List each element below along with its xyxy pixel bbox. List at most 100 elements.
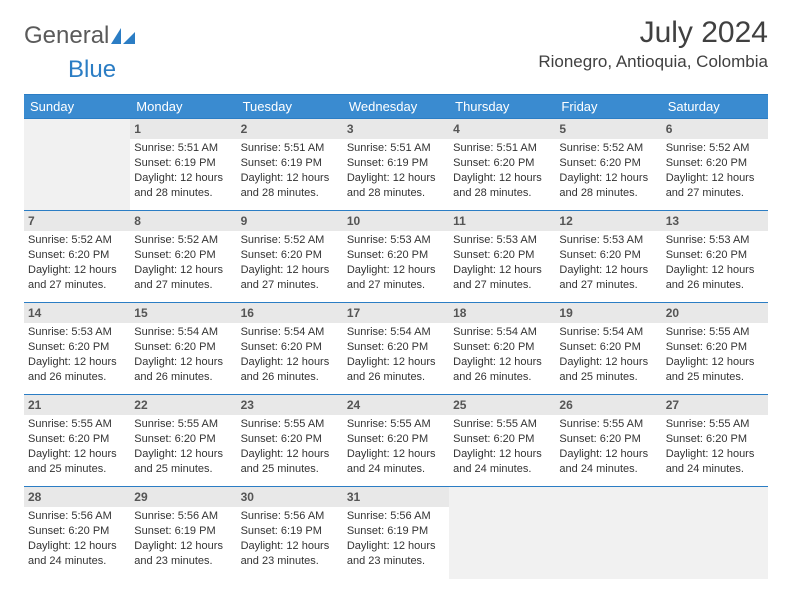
day-info-line: and 23 minutes. [241, 554, 339, 569]
day-number: 23 [237, 395, 343, 415]
day-info-line: Sunset: 6:19 PM [347, 524, 445, 539]
day-info-line: Daylight: 12 hours [453, 447, 551, 462]
day-info-line: Sunset: 6:20 PM [28, 432, 126, 447]
logo-text-general: General [24, 22, 109, 50]
day-number: 27 [662, 395, 768, 415]
calendar-cell: 18Sunrise: 5:54 AMSunset: 6:20 PMDayligh… [449, 303, 555, 395]
day-info-line: and 23 minutes. [347, 554, 445, 569]
dayname-header: Wednesday [343, 95, 449, 119]
day-info: Sunrise: 5:52 AMSunset: 6:20 PMDaylight:… [130, 231, 236, 294]
calendar-cell [662, 487, 768, 579]
day-info-line: Sunset: 6:20 PM [347, 432, 445, 447]
day-info: Sunrise: 5:54 AMSunset: 6:20 PMDaylight:… [555, 323, 661, 386]
day-info-line: and 27 minutes. [134, 278, 232, 293]
day-info-line: and 27 minutes. [666, 186, 764, 201]
day-info-line: Sunset: 6:20 PM [559, 432, 657, 447]
day-info-line: Sunset: 6:20 PM [666, 248, 764, 263]
day-info-line: Daylight: 12 hours [134, 539, 232, 554]
day-number: 10 [343, 211, 449, 231]
calendar-week-row: 1Sunrise: 5:51 AMSunset: 6:19 PMDaylight… [24, 119, 768, 211]
day-info-line: Sunset: 6:20 PM [241, 340, 339, 355]
day-info-line: and 24 minutes. [666, 462, 764, 477]
day-info-line: Sunrise: 5:56 AM [241, 509, 339, 524]
day-info: Sunrise: 5:53 AMSunset: 6:20 PMDaylight:… [662, 231, 768, 294]
day-number: 9 [237, 211, 343, 231]
day-info: Sunrise: 5:53 AMSunset: 6:20 PMDaylight:… [24, 323, 130, 386]
day-info-line: Sunrise: 5:55 AM [453, 417, 551, 432]
calendar-cell: 11Sunrise: 5:53 AMSunset: 6:20 PMDayligh… [449, 211, 555, 303]
calendar-cell: 13Sunrise: 5:53 AMSunset: 6:20 PMDayligh… [662, 211, 768, 303]
day-info-line: Sunrise: 5:54 AM [559, 325, 657, 340]
day-number: 22 [130, 395, 236, 415]
day-info-line: Daylight: 12 hours [241, 539, 339, 554]
day-info-line: and 28 minutes. [347, 186, 445, 201]
day-info-line: Sunrise: 5:52 AM [241, 233, 339, 248]
day-info: Sunrise: 5:53 AMSunset: 6:20 PMDaylight:… [555, 231, 661, 294]
day-info: Sunrise: 5:52 AMSunset: 6:20 PMDaylight:… [24, 231, 130, 294]
day-info-line: Sunset: 6:20 PM [28, 248, 126, 263]
day-number: 21 [24, 395, 130, 415]
calendar-cell: 6Sunrise: 5:52 AMSunset: 6:20 PMDaylight… [662, 119, 768, 211]
day-info: Sunrise: 5:51 AMSunset: 6:19 PMDaylight:… [130, 139, 236, 202]
day-info-line: Sunrise: 5:51 AM [241, 141, 339, 156]
day-info-line: Sunset: 6:20 PM [241, 432, 339, 447]
day-info-line: and 27 minutes. [559, 278, 657, 293]
day-info-line: Sunset: 6:20 PM [453, 432, 551, 447]
day-number: 24 [343, 395, 449, 415]
calendar-cell: 10Sunrise: 5:53 AMSunset: 6:20 PMDayligh… [343, 211, 449, 303]
month-title: July 2024 [538, 16, 768, 50]
day-info-line: Sunrise: 5:55 AM [347, 417, 445, 432]
day-info: Sunrise: 5:51 AMSunset: 6:20 PMDaylight:… [449, 139, 555, 202]
day-info-line: Daylight: 12 hours [28, 263, 126, 278]
calendar-cell: 15Sunrise: 5:54 AMSunset: 6:20 PMDayligh… [130, 303, 236, 395]
day-info-line: Daylight: 12 hours [453, 263, 551, 278]
day-info-line: Sunset: 6:19 PM [134, 524, 232, 539]
day-info-line: and 26 minutes. [347, 370, 445, 385]
day-number: 7 [24, 211, 130, 231]
day-number: 2 [237, 119, 343, 139]
day-info: Sunrise: 5:55 AMSunset: 6:20 PMDaylight:… [555, 415, 661, 478]
calendar-cell: 31Sunrise: 5:56 AMSunset: 6:19 PMDayligh… [343, 487, 449, 579]
day-info-line: Sunrise: 5:53 AM [559, 233, 657, 248]
calendar-table: SundayMondayTuesdayWednesdayThursdayFrid… [24, 94, 768, 579]
day-number: 30 [237, 487, 343, 507]
day-info-line: and 25 minutes. [134, 462, 232, 477]
calendar-cell [24, 119, 130, 211]
day-info-line: Sunset: 6:20 PM [134, 340, 232, 355]
day-info-line: Sunrise: 5:56 AM [28, 509, 126, 524]
day-info: Sunrise: 5:53 AMSunset: 6:20 PMDaylight:… [449, 231, 555, 294]
day-info: Sunrise: 5:56 AMSunset: 6:20 PMDaylight:… [24, 507, 130, 570]
day-info-line: Daylight: 12 hours [241, 171, 339, 186]
day-info-line: Sunrise: 5:51 AM [347, 141, 445, 156]
day-number: 19 [555, 303, 661, 323]
day-number: 20 [662, 303, 768, 323]
day-info-line: Daylight: 12 hours [134, 447, 232, 462]
calendar-cell: 25Sunrise: 5:55 AMSunset: 6:20 PMDayligh… [449, 395, 555, 487]
day-info-line: Sunset: 6:20 PM [28, 340, 126, 355]
day-info: Sunrise: 5:56 AMSunset: 6:19 PMDaylight:… [130, 507, 236, 570]
calendar-cell: 7Sunrise: 5:52 AMSunset: 6:20 PMDaylight… [24, 211, 130, 303]
day-info-line: Daylight: 12 hours [241, 263, 339, 278]
day-info-line: Sunrise: 5:55 AM [241, 417, 339, 432]
dayname-header: Saturday [662, 95, 768, 119]
day-info-line: Daylight: 12 hours [347, 263, 445, 278]
calendar-cell: 4Sunrise: 5:51 AMSunset: 6:20 PMDaylight… [449, 119, 555, 211]
day-info-line: Sunset: 6:20 PM [559, 340, 657, 355]
day-number: 16 [237, 303, 343, 323]
day-info-line: and 25 minutes. [241, 462, 339, 477]
calendar-body: 1Sunrise: 5:51 AMSunset: 6:19 PMDaylight… [24, 119, 768, 579]
calendar-cell: 26Sunrise: 5:55 AMSunset: 6:20 PMDayligh… [555, 395, 661, 487]
calendar-cell: 12Sunrise: 5:53 AMSunset: 6:20 PMDayligh… [555, 211, 661, 303]
day-number: 14 [24, 303, 130, 323]
day-info-line: Daylight: 12 hours [241, 447, 339, 462]
day-info-line: Sunrise: 5:55 AM [559, 417, 657, 432]
calendar-cell: 28Sunrise: 5:56 AMSunset: 6:20 PMDayligh… [24, 487, 130, 579]
day-info-line: and 24 minutes. [559, 462, 657, 477]
day-info-line: Sunset: 6:20 PM [134, 248, 232, 263]
day-info: Sunrise: 5:55 AMSunset: 6:20 PMDaylight:… [343, 415, 449, 478]
day-info-line: Daylight: 12 hours [28, 447, 126, 462]
day-info-line: Daylight: 12 hours [347, 355, 445, 370]
day-info: Sunrise: 5:51 AMSunset: 6:19 PMDaylight:… [237, 139, 343, 202]
day-info-line: Sunrise: 5:54 AM [347, 325, 445, 340]
day-info: Sunrise: 5:55 AMSunset: 6:20 PMDaylight:… [449, 415, 555, 478]
